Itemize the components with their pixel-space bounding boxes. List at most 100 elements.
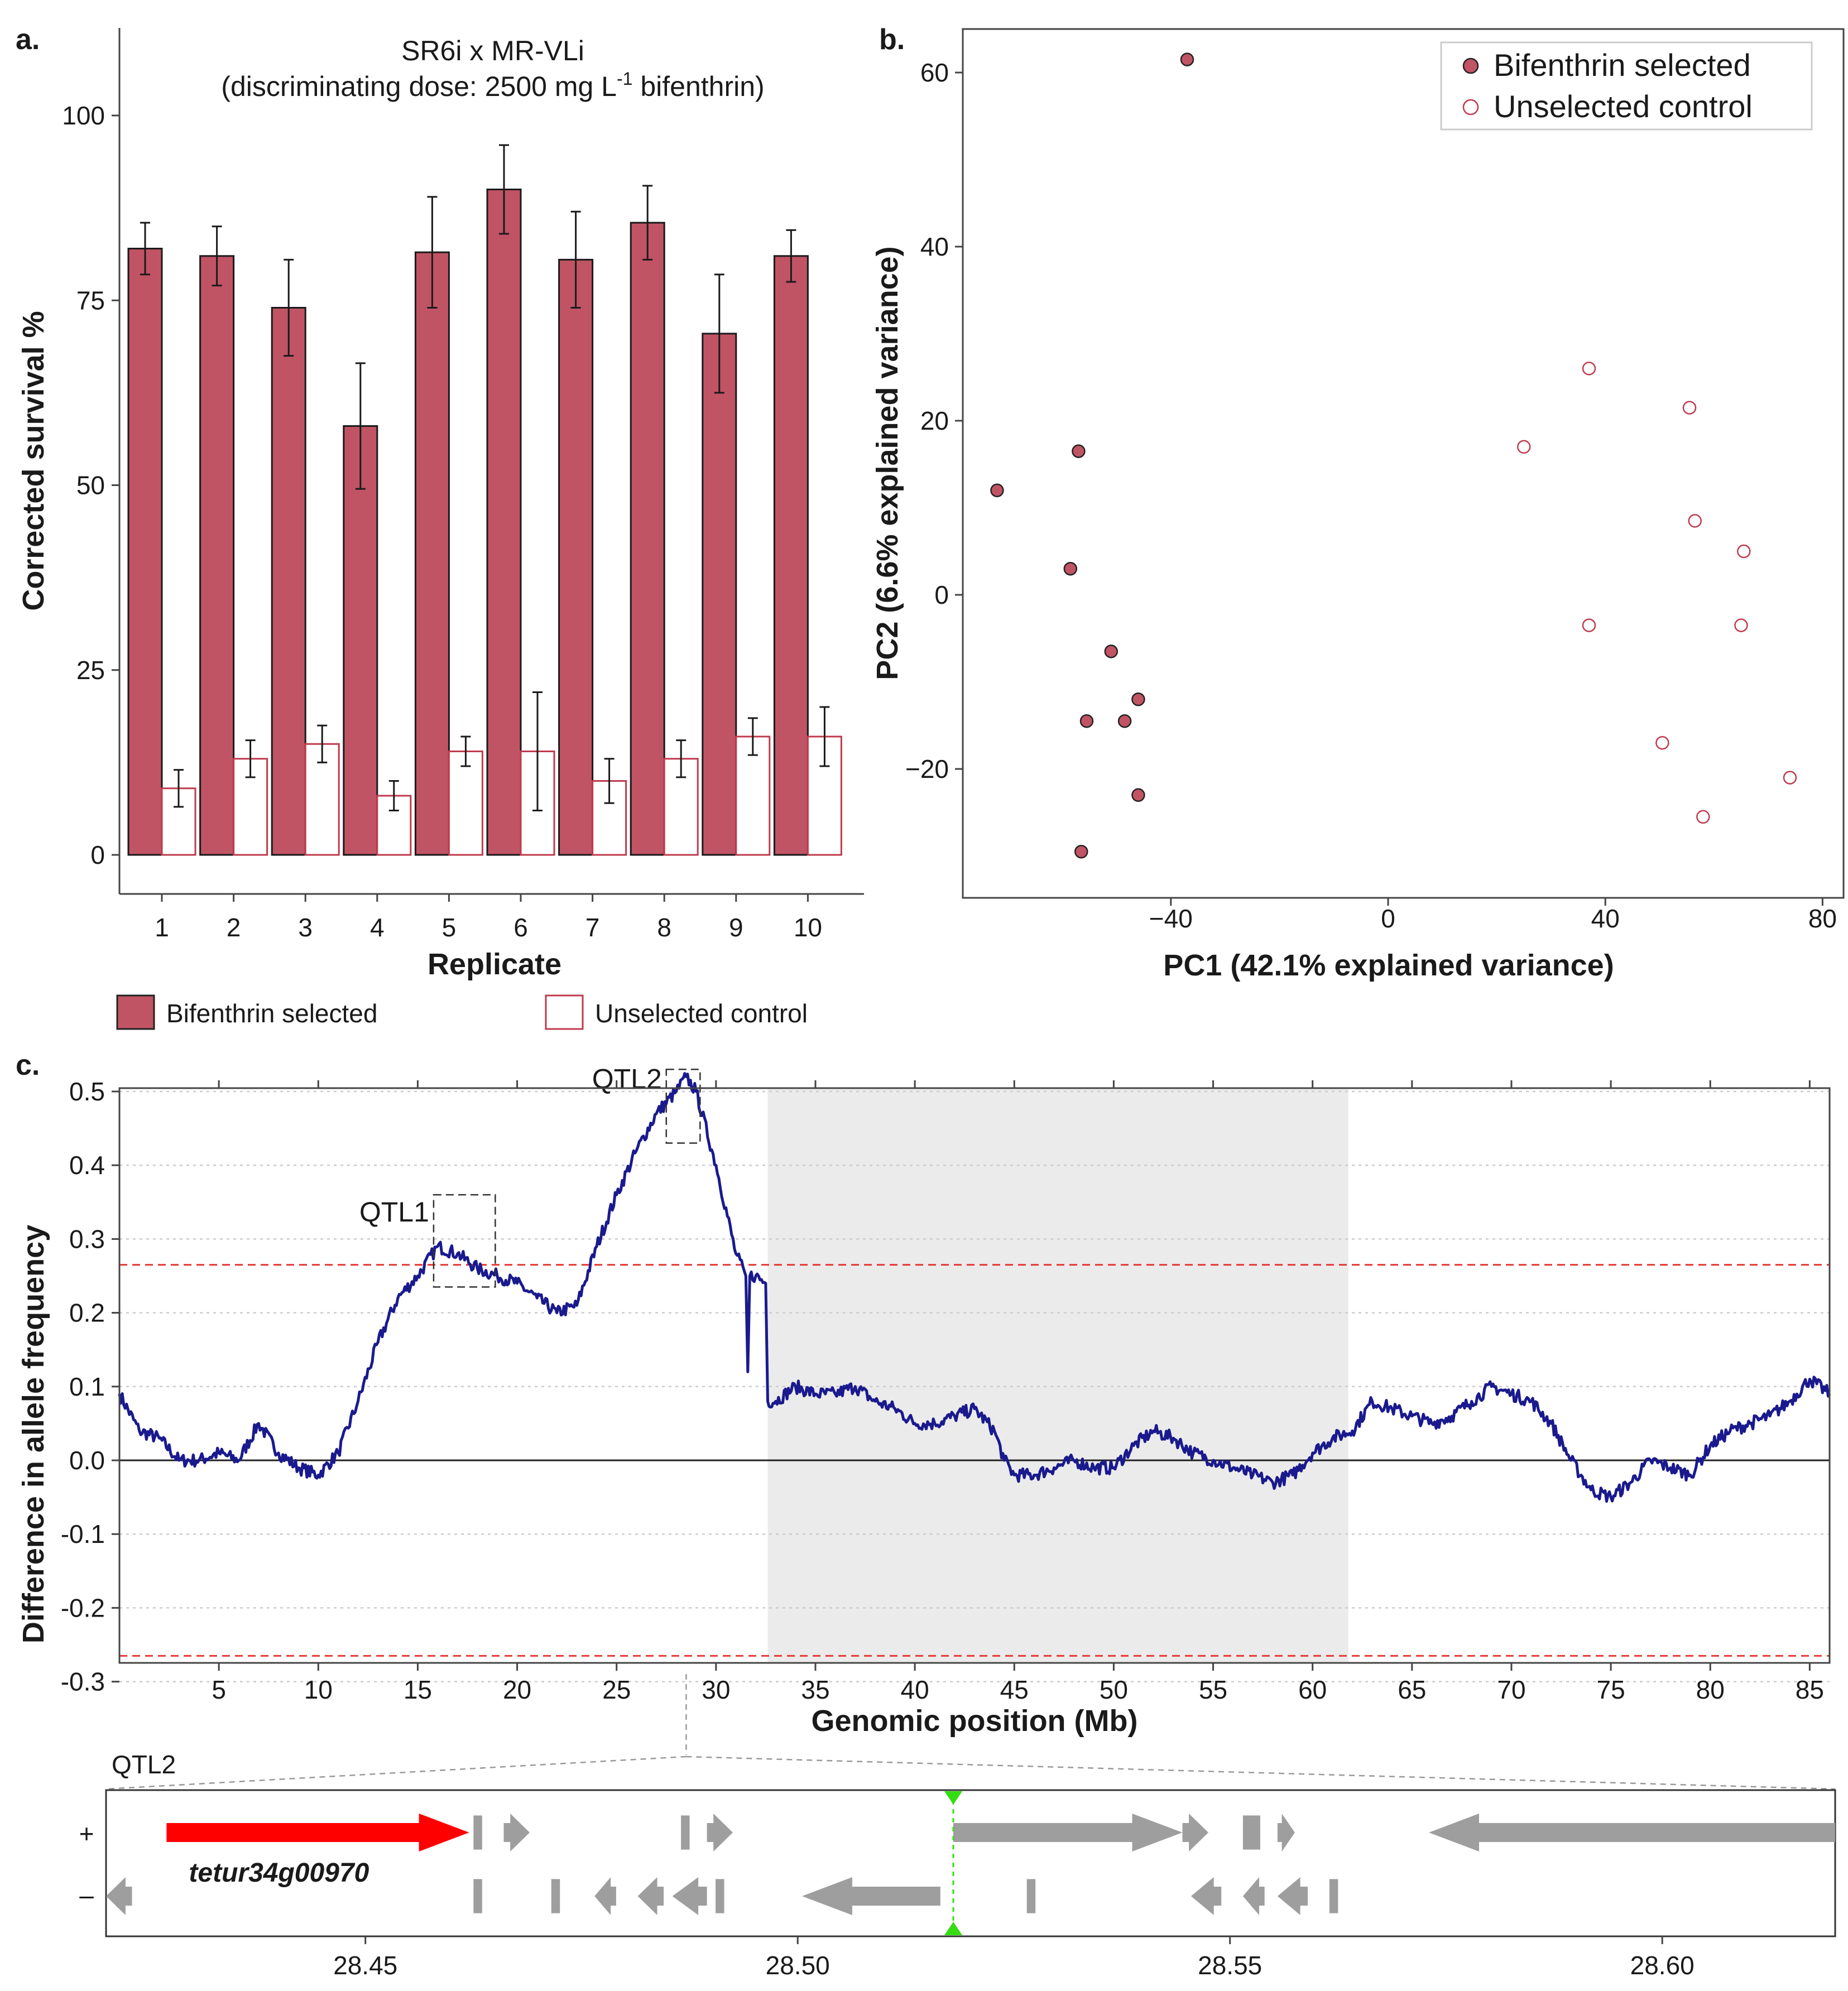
legend-swatch-selected	[116, 994, 155, 1030]
gene-minus	[1329, 1879, 1338, 1913]
legend-label-selected: Bifenthrin selected	[166, 999, 377, 1028]
x-tick-label: 0	[1381, 904, 1395, 933]
bar-control	[735, 735, 771, 856]
bar-selected	[702, 333, 737, 856]
point-control	[1696, 810, 1710, 824]
panel-c-qtl-boxes: QTL1 QTL2	[359, 1063, 701, 1288]
gene-tick-label: 28.50	[766, 1951, 830, 1980]
panel-c-label: c.	[16, 1049, 40, 1081]
qtl-box	[665, 1069, 701, 1144]
gene-shapes	[106, 1814, 1835, 1915]
x-tick-label: 10	[794, 913, 822, 942]
y-tick-label: -0.3	[61, 1667, 105, 1696]
bar-selected	[271, 307, 306, 856]
x-tick-label: 1	[155, 913, 169, 942]
panel-c-allele-frequency-trace	[118, 1072, 1831, 1503]
zoom-line-left	[105, 1756, 687, 1790]
x-tick-label: 70	[1497, 1675, 1525, 1704]
point-selected	[1063, 561, 1078, 576]
y-tick-label: 100	[62, 101, 105, 130]
panel-c-thresholds	[119, 1264, 1830, 1657]
qtl2-gene-track: QTL2 + – tetur34g00970 28.45 28.50 28.55 28…	[79, 1674, 1836, 1980]
y-tick-label: 0	[90, 840, 105, 869]
x-tick-label: 15	[404, 1675, 432, 1704]
panel-c: c. QTL1 QTL2 5 10 15 20 25 30 35 40 45 50 55 60 65 70 7…	[16, 1049, 1831, 1738]
gene-plus	[503, 1814, 530, 1851]
x-tick-label: 80	[1696, 1675, 1725, 1704]
y-tick-label: 50	[76, 471, 105, 500]
gene-plus	[473, 1815, 482, 1850]
title-prefix: (discriminating dose: 2500 mg L	[221, 71, 617, 102]
bar-control	[448, 751, 483, 856]
point-selected	[1104, 645, 1119, 658]
y-tick-label: 0.5	[69, 1077, 105, 1106]
point-control	[1582, 362, 1596, 376]
bar-selected	[199, 255, 235, 856]
x-tick-label: 6	[513, 913, 528, 942]
x-tick-label: 85	[1796, 1675, 1824, 1704]
panel-a-bars	[127, 144, 842, 856]
x-tick-label: 8	[657, 913, 671, 942]
x-tick-label: 20	[503, 1675, 531, 1704]
panel-b-plot-frame	[962, 28, 1845, 899]
y-tick-label: −20	[905, 754, 949, 783]
y-tick-label: 0.0	[69, 1446, 105, 1475]
x-tick-label: 40	[901, 1675, 929, 1704]
x-tick-label: 80	[1808, 904, 1837, 933]
panel-c-y-axis-title: Difference in allele frequency	[17, 1225, 50, 1643]
panel-b-x-axis-title: PC1 (42.1% explained variance)	[1163, 949, 1614, 982]
point-selected	[990, 483, 1004, 498]
x-tick-label: 30	[702, 1675, 730, 1704]
gene-plus	[681, 1815, 690, 1850]
panel-a-label: a.	[16, 23, 40, 56]
gene-minus	[106, 1877, 132, 1915]
panel-a-y-ticks: 0 25 50 75 100	[62, 101, 119, 869]
x-tick-label: 40	[1591, 904, 1620, 933]
point-control	[1517, 440, 1531, 454]
bar-selected	[486, 189, 522, 856]
gene-tick-label: 28.55	[1198, 1951, 1262, 1980]
panel-a: a. SR6i x MR-VLi (discriminating dose: 2…	[16, 23, 864, 1030]
gene-tick-label: 28.60	[1630, 1951, 1695, 1980]
highlight-gene-label: tetur34g00970	[189, 1858, 369, 1888]
x-tick-label: 45	[1000, 1675, 1029, 1704]
panel-c-shaded-region	[767, 1089, 1348, 1662]
x-tick-label: 10	[304, 1675, 333, 1704]
x-tick-label: 3	[298, 913, 313, 942]
panel-c-plot-frame	[118, 1087, 1831, 1664]
point-selected	[1180, 52, 1194, 66]
x-tick-label: 7	[585, 913, 600, 942]
panel-b-points	[990, 52, 1797, 859]
panel-a-title-line1: SR6i x MR-VLi	[401, 35, 584, 66]
x-tick-label: −40	[1149, 904, 1193, 933]
qtl-label: QTL1	[359, 1196, 429, 1228]
plus-strand-label: +	[79, 1819, 94, 1848]
y-tick-label: 20	[920, 406, 949, 435]
point-control	[1682, 401, 1697, 415]
gene-arrow-highlight	[166, 1814, 469, 1851]
y-tick-label: 0.2	[69, 1299, 105, 1328]
bar-selected	[414, 251, 450, 856]
y-tick-label: 0.3	[69, 1224, 105, 1253]
gene-minus	[473, 1879, 482, 1913]
y-tick-label: -0.1	[61, 1519, 105, 1548]
point-selected	[1072, 444, 1086, 458]
y-tick-label: 75	[76, 286, 105, 315]
gene-minus	[1026, 1879, 1036, 1913]
y-tick-label: 0.4	[69, 1151, 105, 1180]
qtl-box	[433, 1194, 496, 1288]
point-control	[1655, 735, 1669, 750]
title-superscript: -1	[617, 69, 632, 89]
x-tick-label: 60	[1298, 1675, 1327, 1704]
gene-plus	[707, 1814, 733, 1851]
minus-strand-label: –	[79, 1881, 94, 1910]
y-tick-label: 60	[920, 58, 949, 87]
panel-b-legend: Bifenthrin selected Unselected control	[1440, 41, 1813, 131]
gene-minus	[637, 1877, 664, 1915]
panel-b: b. −40 0 40 80 −20 0 20 40 60 PC1 (42.1% explain…	[871, 23, 1845, 982]
x-tick-label: 55	[1199, 1675, 1227, 1704]
bar-selected	[630, 222, 665, 856]
x-tick-label: 25	[602, 1675, 631, 1704]
point-selected	[1131, 692, 1145, 706]
x-tick-label: 65	[1398, 1675, 1426, 1704]
